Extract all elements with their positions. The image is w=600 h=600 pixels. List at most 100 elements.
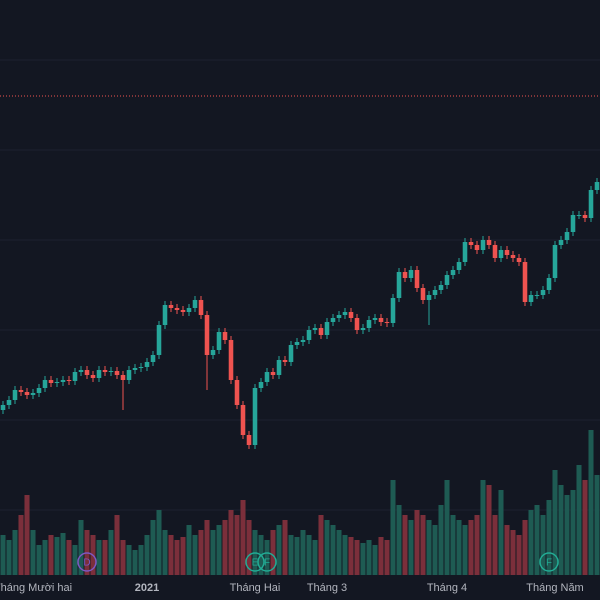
candle-body bbox=[300, 340, 306, 342]
volume-bar bbox=[246, 520, 252, 575]
volume-bar bbox=[132, 550, 138, 575]
candle-body bbox=[54, 382, 60, 383]
volume-bar bbox=[288, 535, 294, 575]
candle-body bbox=[12, 390, 18, 400]
volume-bar bbox=[72, 545, 78, 575]
candle-body bbox=[306, 330, 312, 340]
volume-bar bbox=[306, 535, 312, 575]
candle-body bbox=[132, 368, 138, 370]
volume-bar bbox=[0, 535, 6, 575]
candle-body bbox=[420, 288, 426, 300]
volume-bar bbox=[6, 540, 12, 575]
candle-body bbox=[108, 371, 114, 372]
candle-body bbox=[288, 345, 294, 362]
volume-bar bbox=[348, 537, 354, 575]
candle-body bbox=[168, 305, 174, 308]
candle-body bbox=[594, 182, 600, 190]
candle-body bbox=[336, 315, 342, 318]
candle-body bbox=[546, 278, 552, 290]
volume-bar bbox=[438, 505, 444, 575]
volume-bar bbox=[78, 520, 84, 575]
volume-bar bbox=[534, 505, 540, 575]
candle-body bbox=[582, 215, 588, 218]
volume-bar bbox=[204, 520, 210, 575]
candle-body bbox=[102, 370, 108, 372]
volume-bar bbox=[528, 510, 534, 575]
candle-body bbox=[42, 380, 48, 388]
volume-bar bbox=[570, 490, 576, 575]
volume-bar bbox=[234, 515, 240, 575]
volume-bar bbox=[24, 495, 30, 575]
event-marker bbox=[539, 552, 559, 572]
volume-bar bbox=[216, 525, 222, 575]
candle-body bbox=[432, 290, 438, 295]
volume-bar bbox=[36, 545, 42, 575]
candle-body bbox=[282, 360, 288, 362]
volume-bar bbox=[294, 537, 300, 575]
x-tick-label: Tháng 4 bbox=[427, 582, 467, 594]
candle-body bbox=[516, 258, 522, 262]
volume-bar bbox=[102, 540, 108, 575]
event-marker bbox=[77, 552, 97, 572]
volume-bar bbox=[504, 525, 510, 575]
volume-bar bbox=[162, 530, 168, 575]
candle-body bbox=[36, 388, 42, 393]
candle-body bbox=[468, 242, 474, 245]
candle-body bbox=[276, 360, 282, 375]
candle-body bbox=[378, 318, 384, 322]
candle-body bbox=[24, 392, 30, 395]
event-label: F bbox=[546, 558, 552, 569]
volume-bar bbox=[276, 525, 282, 575]
candle-body bbox=[312, 328, 318, 330]
volume-bar bbox=[414, 510, 420, 575]
event-label: E bbox=[252, 558, 259, 569]
volume-bar bbox=[210, 530, 216, 575]
volume-bar bbox=[498, 490, 504, 575]
volume-bar bbox=[360, 543, 366, 575]
volume-bar bbox=[18, 515, 24, 575]
volume-bar bbox=[312, 540, 318, 575]
volume-bar bbox=[456, 520, 462, 575]
volume-bar bbox=[510, 530, 516, 575]
volume-bar bbox=[192, 535, 198, 575]
candle-body bbox=[6, 400, 12, 405]
candle-body bbox=[210, 350, 216, 355]
candle-body bbox=[408, 270, 414, 278]
event-label: F bbox=[264, 558, 270, 569]
volume-bar bbox=[282, 520, 288, 575]
volume-bar bbox=[594, 475, 600, 575]
candle-body bbox=[90, 375, 96, 378]
candle-body bbox=[498, 250, 504, 258]
candle-body bbox=[120, 375, 126, 380]
candle-body bbox=[228, 340, 234, 380]
volume-bar bbox=[324, 520, 330, 575]
candle-body bbox=[174, 308, 180, 310]
volume-bar bbox=[552, 470, 558, 575]
event-marker bbox=[245, 552, 265, 572]
x-tick-label: Tháng Năm bbox=[526, 582, 583, 594]
candle-body bbox=[144, 362, 150, 367]
volume-bar bbox=[522, 520, 528, 575]
volume-bar bbox=[126, 545, 132, 575]
volume-bar bbox=[300, 530, 306, 575]
candle-body bbox=[360, 328, 366, 330]
candle-body bbox=[438, 285, 444, 290]
volume-bar bbox=[402, 515, 408, 575]
volume-bar bbox=[378, 537, 384, 575]
candle-body bbox=[84, 370, 90, 375]
candle-body bbox=[60, 380, 66, 382]
event-label: D bbox=[83, 558, 90, 569]
candle-body bbox=[330, 318, 336, 322]
candle-body bbox=[342, 312, 348, 315]
volume-bar bbox=[30, 530, 36, 575]
volume-bar bbox=[354, 540, 360, 575]
candle-body bbox=[294, 342, 300, 345]
volume-bar bbox=[186, 525, 192, 575]
candle-body bbox=[126, 370, 132, 380]
candle-body bbox=[558, 240, 564, 245]
candle-body bbox=[492, 245, 498, 258]
volume-bar bbox=[198, 530, 204, 575]
volume-bar bbox=[420, 515, 426, 575]
candle-body bbox=[138, 367, 144, 368]
